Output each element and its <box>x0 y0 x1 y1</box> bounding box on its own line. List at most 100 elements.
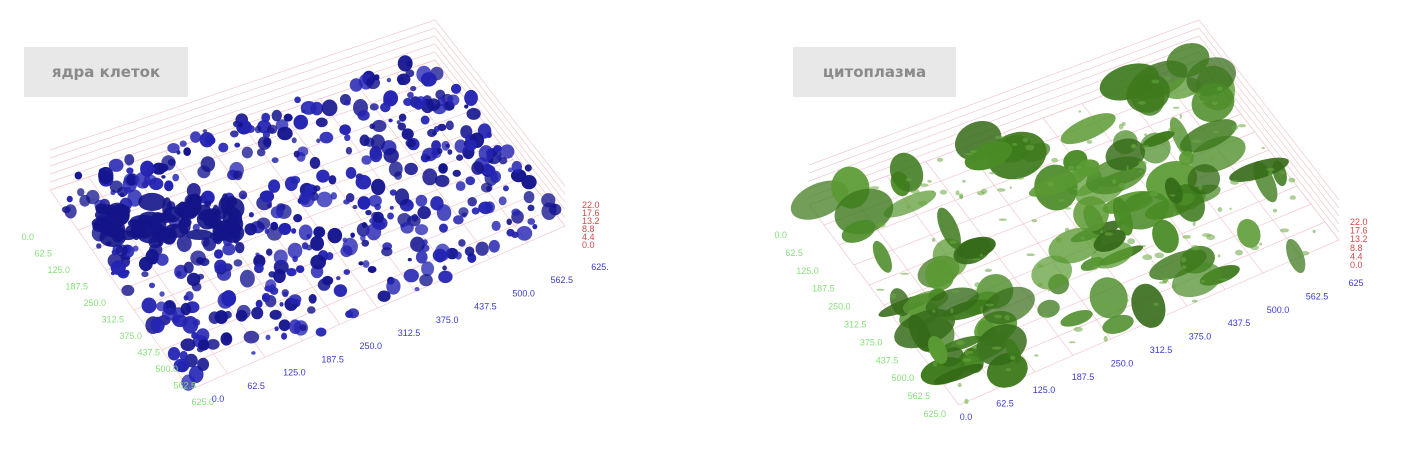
y-tick-label: 187.5 <box>1072 372 1095 382</box>
nucleus-blob <box>316 169 330 183</box>
cytoplasm-fragment <box>1288 177 1296 183</box>
cytoplasm-panel: 0.0 62.5 125.0 187.5 250.0 312.5 375.0 437.5 500… <box>704 0 1408 462</box>
cytoplasm-fragment <box>1250 244 1259 251</box>
cytoplasm-fragment <box>1021 310 1029 314</box>
nucleus-blob <box>516 225 533 241</box>
nucleus-blob <box>254 263 264 274</box>
x-tick-label: 562.5 <box>908 391 931 401</box>
cytoplasm-fragment <box>1289 195 1296 200</box>
nucleus-blob <box>176 360 189 373</box>
nucleus-blob <box>283 113 293 122</box>
cytoplasm-fragment <box>1209 155 1214 161</box>
nucleus-blob <box>315 327 327 337</box>
x-tick-label: 375.0 <box>860 337 883 347</box>
nucleus-blob <box>286 268 297 277</box>
nucleus-blob <box>339 124 351 136</box>
nucleus-blob <box>105 202 130 227</box>
nucleus-blob <box>192 223 200 232</box>
nucleus-blob <box>147 164 156 174</box>
cytoplasm-fragment <box>1075 166 1082 169</box>
cytoplasm-fragment <box>950 308 954 314</box>
cytoplasm-fragment <box>1180 257 1187 263</box>
cytoplasm-fragment <box>1229 207 1232 210</box>
nucleus-blob <box>345 146 353 155</box>
x-tick-label: 125.0 <box>47 265 70 275</box>
nucleus-blob <box>271 109 282 122</box>
nucleus-blob <box>359 134 370 147</box>
cytoplasm-fragment <box>974 288 981 293</box>
nucleus-blob <box>417 206 431 220</box>
nucleus-blob <box>420 115 430 125</box>
cytoplasm-fragment <box>1091 300 1098 307</box>
x-tick-label: 437.5 <box>876 355 899 365</box>
nucleus-blob <box>333 284 348 297</box>
nucleus-blob <box>527 218 536 225</box>
cytoplasm-fragment <box>1198 184 1203 191</box>
nucleus-blob <box>74 171 83 180</box>
nucleus-blob <box>438 270 453 284</box>
nucleus-blob <box>118 230 137 241</box>
nucleus-blob <box>256 217 271 230</box>
cytoplasm-fragment <box>1259 242 1262 246</box>
nucleus-blob <box>86 189 100 205</box>
nucleus-blob <box>262 130 270 139</box>
cytoplasm-blob <box>1102 314 1134 334</box>
nucleus-blob <box>261 292 271 303</box>
cytoplasm-fragment <box>956 340 965 346</box>
nucleus-blob <box>340 245 353 258</box>
nucleus-blob <box>366 76 381 90</box>
cytoplasm-fragment <box>1100 229 1104 234</box>
cytoplasm-blob <box>1048 227 1102 264</box>
y-tick-label: 625. <box>591 262 609 272</box>
nucleus-blob <box>506 228 515 237</box>
cytoplasm-fragment <box>1009 186 1012 189</box>
cytoplasm-fragment <box>1169 194 1176 197</box>
nucleus-blob <box>362 260 370 268</box>
z-tick-label: 13.2 <box>1350 234 1368 244</box>
nucleus-blob <box>129 214 157 229</box>
nucleus-blob <box>99 227 126 247</box>
cytoplasm-blob <box>889 152 924 192</box>
nucleus-blob <box>511 160 523 173</box>
cytoplasm-blob <box>1152 219 1179 254</box>
cytoplasm-blob <box>1089 277 1128 319</box>
nucleus-blob <box>436 204 452 222</box>
cytoplasm-blob <box>1076 159 1100 177</box>
cytoplasm-fragment <box>1051 158 1059 163</box>
nucleus-blob <box>386 278 401 295</box>
nucleus-blob <box>273 249 288 265</box>
cytoplasm-fragment <box>1191 299 1198 303</box>
cytoplasm-fragment <box>1025 144 1035 151</box>
nucleus-blob <box>397 122 406 131</box>
nucleus-blob <box>117 271 126 278</box>
cytoplasm-blob <box>841 219 876 243</box>
cytoplasm-blob <box>933 363 984 385</box>
cytoplasm-fragment <box>1267 171 1273 177</box>
nucleus-blob <box>267 203 272 209</box>
nucleus-blob <box>507 167 513 173</box>
nucleus-blob <box>197 357 210 371</box>
nucleus-blob <box>96 243 102 249</box>
cytoplasm-fragment <box>869 186 880 190</box>
cytoplasm-fragment <box>1080 236 1086 240</box>
nucleus-blob <box>138 192 166 211</box>
cytoplasm-blob <box>1037 299 1060 318</box>
cytoplasm-blob <box>1166 43 1210 78</box>
nucleus-blob <box>257 136 272 150</box>
nucleus-blob <box>350 232 355 238</box>
nucleus-blob <box>499 157 508 165</box>
nucleus-blob <box>235 242 245 254</box>
nucleus-blob <box>389 205 394 210</box>
nucleus-blob <box>465 139 477 151</box>
z-tick-label: 8.8 <box>1350 243 1363 253</box>
nucleus-blob <box>211 204 220 226</box>
nucleus-blob <box>278 222 292 235</box>
nucleus-blob <box>549 203 562 216</box>
nucleus-blob <box>224 310 232 319</box>
nucleus-blob <box>202 129 208 133</box>
nucleus-blob <box>110 260 126 276</box>
nucleus-blob <box>251 306 264 320</box>
nucleus-blob <box>248 212 254 218</box>
x-tick-label: 500.0 <box>892 373 915 383</box>
nucleus-blob <box>360 234 366 242</box>
